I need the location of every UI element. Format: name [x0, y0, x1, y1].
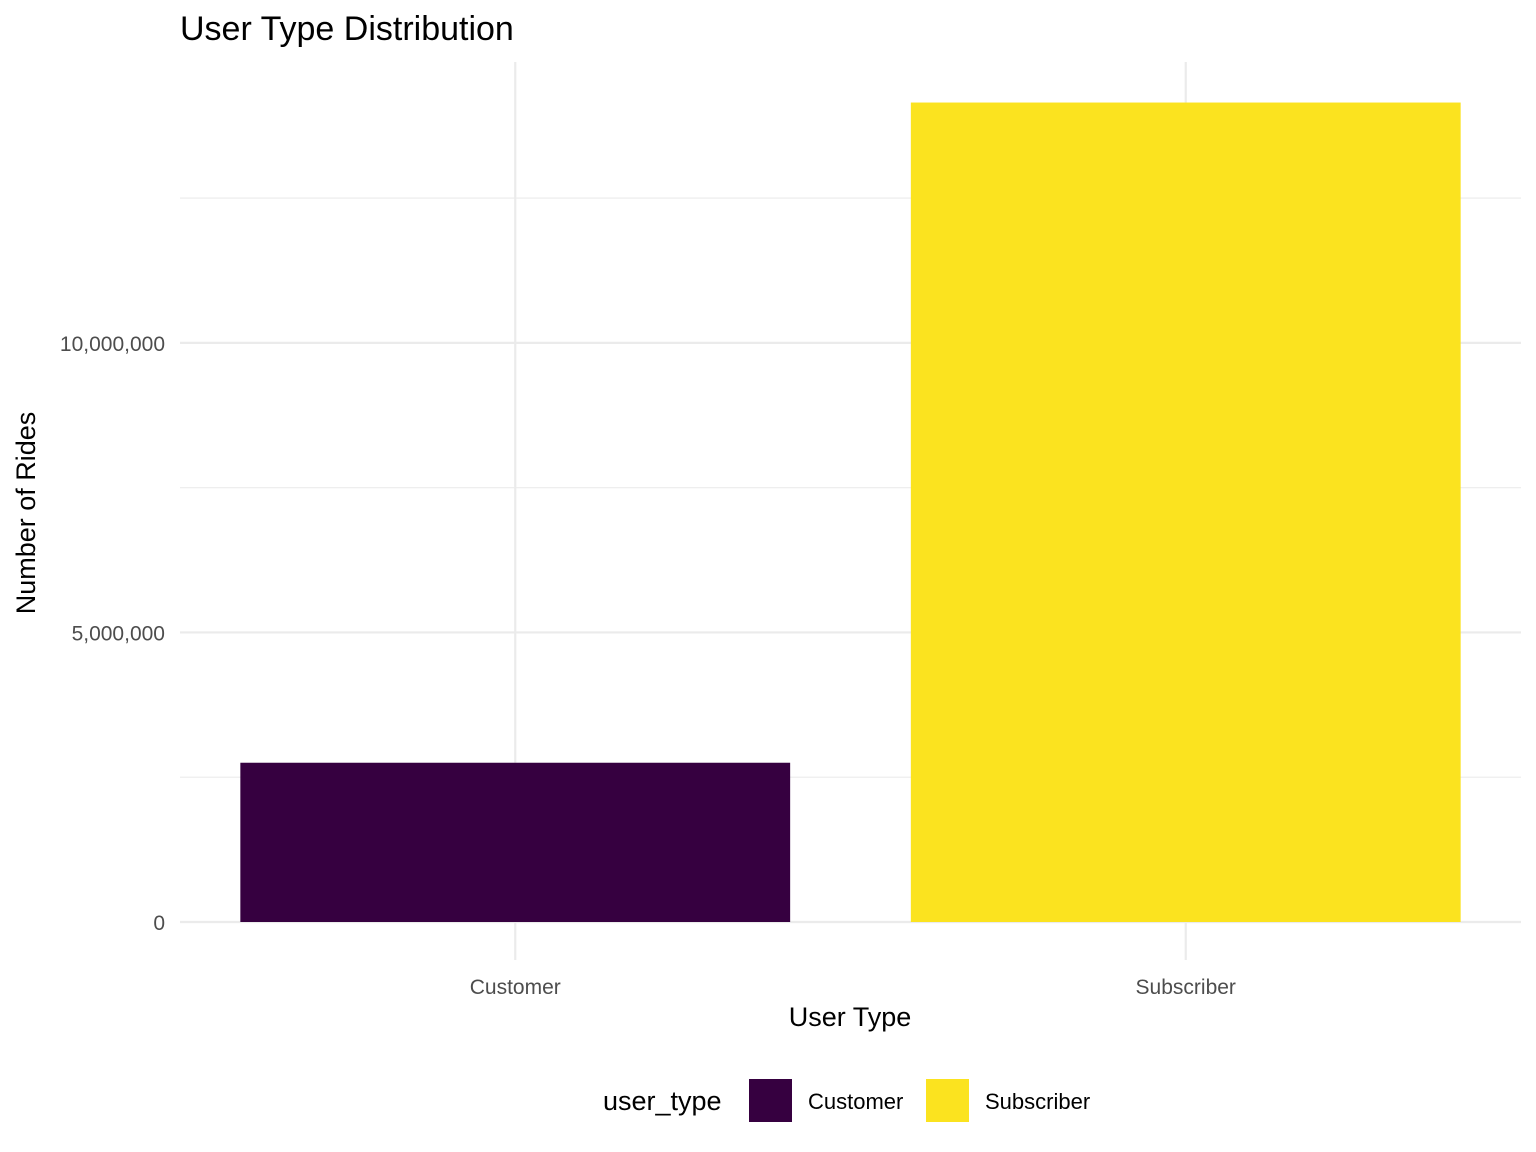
legend-title: user_type: [603, 1086, 722, 1116]
y-axis-ticks: 0 5,000,000 10,000,000: [60, 333, 165, 935]
x-axis-title: User Type: [789, 1002, 912, 1032]
legend-swatch-customer: [749, 1079, 792, 1122]
y-axis-title: Number of Rides: [11, 412, 41, 615]
x-tick-label: Subscriber: [1136, 976, 1236, 999]
legend-label: Subscriber: [985, 1089, 1090, 1114]
legend-items: Customer Subscriber: [749, 1079, 1090, 1122]
bar-subscriber: [910, 102, 1461, 923]
y-tick-label: 10,000,000: [60, 333, 165, 356]
x-axis-ticks: Customer Subscriber: [470, 976, 1236, 999]
x-tick-label: Customer: [470, 976, 561, 999]
bar-customer: [240, 762, 791, 922]
legend: user_type Customer Subscriber: [603, 1079, 1090, 1122]
legend-label: Customer: [808, 1089, 903, 1114]
legend-swatch-subscriber: [926, 1079, 969, 1122]
y-tick-label: 0: [153, 912, 165, 935]
chart-title: User Type Distribution: [180, 10, 514, 48]
bars: [240, 102, 1461, 923]
y-tick-label: 5,000,000: [72, 622, 165, 645]
